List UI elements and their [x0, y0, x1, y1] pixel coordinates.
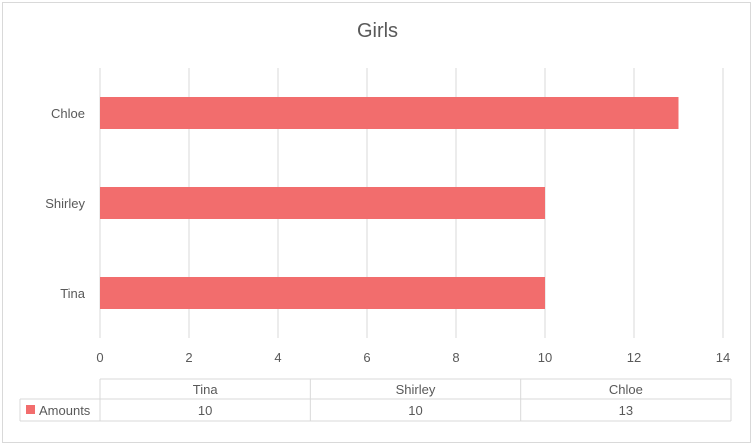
x-tick-label: 14 [716, 350, 730, 365]
table-header-cell: Tina [193, 382, 219, 397]
bar-shirley [100, 187, 545, 219]
x-tick-label: 6 [363, 350, 370, 365]
y-category-label: Tina [60, 286, 86, 301]
x-tick-label: 0 [96, 350, 103, 365]
x-tick-label: 2 [185, 350, 192, 365]
y-category-label: Chloe [51, 106, 85, 121]
table-value-cell: 10 [408, 403, 422, 418]
chart-title: Girls [356, 20, 399, 42]
x-tick-label: 10 [538, 350, 552, 365]
bar-tina [100, 277, 545, 309]
legend-swatch [26, 405, 35, 414]
chart-frame [2, 2, 751, 443]
y-category-label: Shirley [45, 196, 85, 211]
legend-label: Amounts [39, 403, 91, 418]
x-tick-label: 4 [274, 350, 281, 365]
bar-chloe [100, 97, 679, 129]
table-header-cell: Chloe [609, 382, 643, 397]
table-value-cell: 10 [198, 403, 212, 418]
table-value-cell: 13 [619, 403, 633, 418]
table-header-cell: Shirley [396, 382, 436, 397]
x-tick-label: 12 [627, 350, 641, 365]
x-tick-label: 8 [452, 350, 459, 365]
